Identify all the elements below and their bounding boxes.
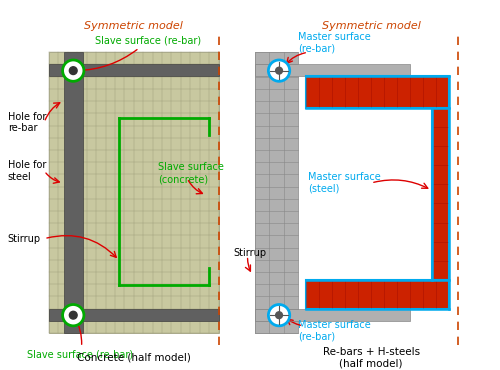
Text: Slave surface (re-bar): Slave surface (re-bar) [78,35,201,73]
FancyBboxPatch shape [255,52,298,333]
Text: Hole for
re-bar: Hole for re-bar [8,112,46,133]
Text: Symmetric model: Symmetric model [84,21,183,31]
FancyBboxPatch shape [306,280,448,309]
FancyBboxPatch shape [64,52,83,333]
Circle shape [70,311,77,319]
FancyBboxPatch shape [255,309,410,321]
Text: Stirrup: Stirrup [8,234,41,244]
Text: Slave surface (re-bar): Slave surface (re-bar) [28,319,134,360]
Text: Master surface
(re-bar): Master surface (re-bar) [298,32,371,53]
Text: Master surface
(re-bar): Master surface (re-bar) [298,320,371,342]
FancyBboxPatch shape [49,52,218,333]
Circle shape [268,305,289,326]
Circle shape [70,67,77,74]
FancyBboxPatch shape [49,64,218,77]
Circle shape [62,305,84,326]
Text: Symmetric model: Symmetric model [322,21,420,31]
Text: Re-bars + H-steels
(half model): Re-bars + H-steels (half model) [322,347,420,368]
FancyBboxPatch shape [432,108,448,280]
Circle shape [62,60,84,81]
Text: Slave surface
(concrete): Slave surface (concrete) [158,162,224,184]
Circle shape [268,60,289,81]
FancyBboxPatch shape [255,64,410,77]
Circle shape [276,312,282,319]
FancyBboxPatch shape [306,77,448,108]
Text: Hole for
steel: Hole for steel [8,160,46,182]
FancyBboxPatch shape [49,309,218,321]
Text: Master surface
(steel): Master surface (steel) [308,172,381,194]
Text: Concrete (half model): Concrete (half model) [77,352,190,362]
Circle shape [276,67,282,74]
Text: Stirrup: Stirrup [233,248,266,258]
